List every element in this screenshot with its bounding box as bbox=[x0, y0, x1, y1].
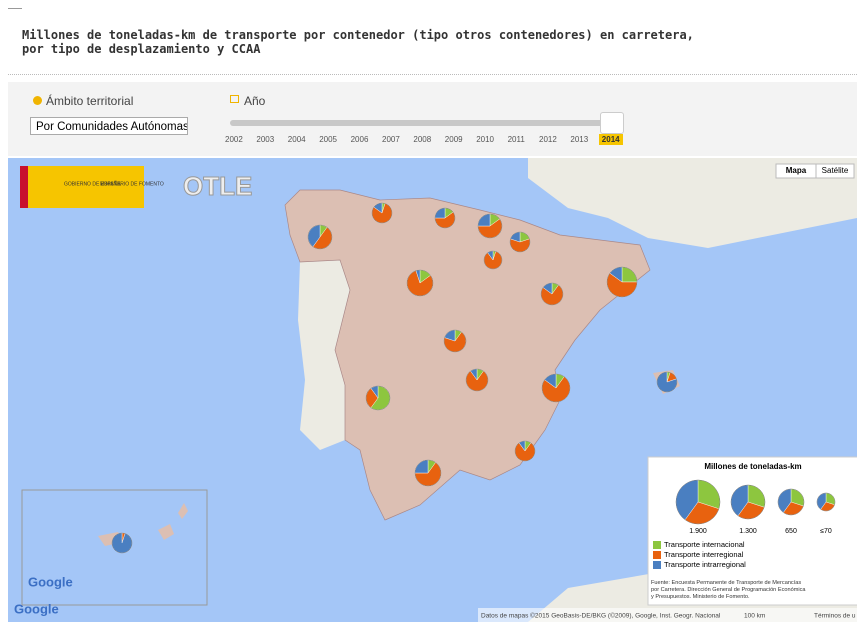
google-logo: Google bbox=[28, 574, 73, 589]
flag bbox=[20, 166, 28, 208]
year-tick[interactable]: 2003 bbox=[253, 134, 277, 145]
page: Millones de toneladas-km de transporte p… bbox=[0, 0, 857, 622]
year-tick[interactable]: 2006 bbox=[348, 134, 372, 145]
legend-label: Transporte interregional bbox=[664, 550, 744, 559]
year-label: Año bbox=[244, 94, 265, 108]
territory-label: Ámbito territorial bbox=[46, 94, 133, 108]
year-tick[interactable]: 2005 bbox=[316, 134, 340, 145]
year-tick[interactable]: 2009 bbox=[442, 134, 466, 145]
slider-handle[interactable] bbox=[600, 112, 624, 134]
legend-size: ≤70 bbox=[820, 528, 832, 535]
controls: Ámbito territorial Por Comunidades Autón… bbox=[8, 82, 857, 156]
logo-min: MINISTERIO DE FOMENTO bbox=[100, 181, 164, 187]
terms[interactable]: Términos de u bbox=[814, 613, 856, 620]
logo-otle: OTLE bbox=[183, 171, 252, 201]
legend-size: 1.900 bbox=[689, 528, 707, 535]
legend-swatch bbox=[653, 541, 661, 549]
map-button-label[interactable]: Mapa bbox=[786, 166, 807, 175]
attribution: Datos de mapas ©2015 GeoBasis-DE/BKG (©2… bbox=[481, 612, 721, 620]
legend-size: 650 bbox=[785, 528, 797, 535]
legend-swatch bbox=[653, 551, 661, 559]
year-tick[interactable]: 2007 bbox=[379, 134, 403, 145]
rule bbox=[8, 74, 857, 75]
territory-select[interactable]: Por Comunidades Autónomas bbox=[30, 117, 188, 135]
year-tick[interactable]: 2002 bbox=[222, 134, 246, 145]
icon bbox=[230, 95, 239, 103]
year-tick[interactable]: 2013 bbox=[567, 134, 591, 145]
year-tick[interactable]: 2011 bbox=[505, 134, 528, 145]
year-tick[interactable]: 2004 bbox=[285, 134, 309, 145]
year-tick[interactable]: 2008 bbox=[410, 134, 434, 145]
rule bbox=[8, 8, 22, 9]
scale: 100 km bbox=[744, 613, 765, 620]
google-logo: Google bbox=[14, 601, 59, 616]
year-tick[interactable]: 2012 bbox=[536, 134, 560, 145]
slider-track[interactable] bbox=[230, 120, 620, 126]
map-button-label[interactable]: Satélite bbox=[822, 166, 849, 175]
legend-title: Millones de toneladas-km bbox=[704, 462, 801, 471]
icon bbox=[33, 96, 42, 105]
map: GOBIERNO DE ESPAÑA MINISTERIO DE FOMENTO… bbox=[8, 158, 857, 622]
legend-label: Transporte intrarregional bbox=[664, 560, 746, 569]
legend-swatch bbox=[653, 561, 661, 569]
legend-label: Transporte internacional bbox=[664, 540, 745, 549]
legend-size: 1.300 bbox=[739, 528, 757, 535]
year-tick[interactable]: 2010 bbox=[473, 134, 497, 145]
title: Millones de toneladas-km de transporte p… bbox=[22, 28, 722, 56]
year-tick[interactable]: 2014 bbox=[599, 134, 623, 145]
